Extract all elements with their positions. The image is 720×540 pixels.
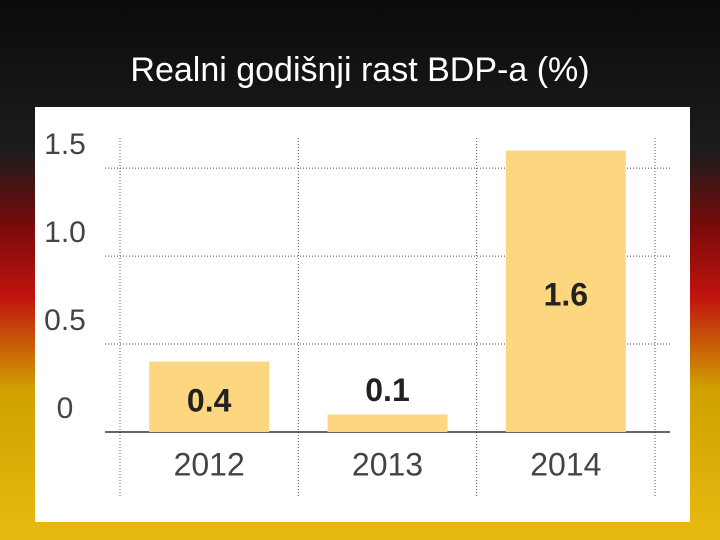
value-label: 0.1 (365, 372, 409, 408)
bar (149, 361, 270, 432)
y-tick-label: 0.5 (44, 304, 86, 337)
x-tick-label: 2012 (174, 446, 245, 482)
chart-title: Realni godišnji rast BDP-a (%) (130, 51, 589, 89)
bar (505, 150, 626, 432)
bar (327, 414, 448, 432)
value-label: 1.6 (544, 277, 588, 313)
y-tick-label: 0 (57, 392, 74, 425)
value-label: 0.4 (187, 382, 232, 418)
y-tick-label: 1.5 (44, 128, 86, 161)
x-tick-label: 2014 (530, 446, 601, 482)
y-tick-label: 1.0 (44, 216, 86, 249)
x-tick-label: 2013 (352, 446, 423, 482)
